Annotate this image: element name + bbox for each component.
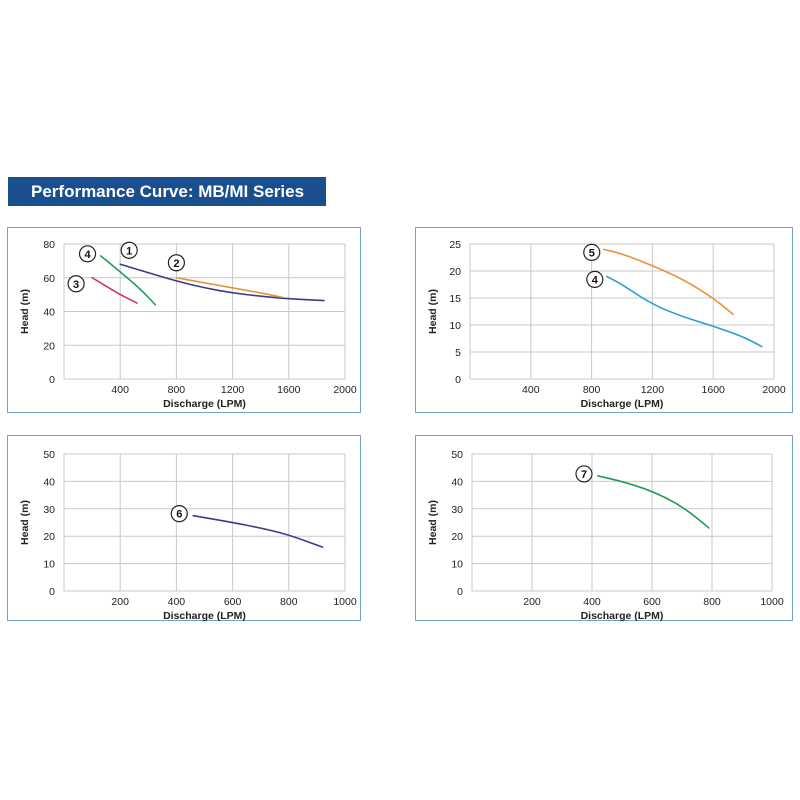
x-tick-label: 1200 — [641, 384, 665, 396]
series-label-3: 3 — [73, 279, 79, 291]
y-tick-label: 80 — [43, 239, 55, 251]
y-tick-label: 20 — [449, 266, 461, 278]
series-label-circle-6 — [170, 505, 188, 523]
series-line-6 — [192, 514, 324, 548]
y-tick-label: 40 — [451, 476, 463, 488]
x-tick-label: 1200 — [221, 384, 245, 396]
x-tick-label: 800 — [703, 596, 721, 608]
x-tick-label: 400 — [168, 596, 186, 608]
y-tick-label: 10 — [43, 559, 55, 571]
series-label-circle-4 — [586, 270, 604, 289]
y-axis-label: Head (m) — [427, 500, 439, 545]
y-tick-label: 60 — [43, 273, 55, 285]
series-label-4: 4 — [592, 274, 599, 286]
x-tick-label: 200 — [523, 596, 541, 608]
y-tick-label: 30 — [43, 504, 55, 516]
x-tick-label: 200 — [111, 596, 129, 608]
x-tick-label: 1000 — [760, 596, 784, 608]
series-line-1 — [119, 263, 325, 302]
series-line-2 — [175, 276, 283, 298]
x-tick-label: 600 — [224, 596, 242, 608]
x-tick-label: 800 — [280, 596, 298, 608]
series-label-circle-4 — [78, 245, 97, 263]
chart-title: Performance Curve: MB/MI Series — [8, 177, 326, 206]
series-label-4: 4 — [84, 249, 91, 261]
x-tick-label: 400 — [111, 384, 129, 396]
series-line-5 — [602, 248, 734, 315]
y-tick-label: 15 — [449, 293, 461, 305]
chart-svg-4: 200 400 600 800 1000 0 10 20 30 40 50 Discharge (LP… — [427, 449, 784, 622]
series-label-6: 6 — [176, 509, 182, 521]
y-tick-label: 20 — [43, 340, 55, 352]
y-tick-label: 50 — [43, 449, 55, 461]
x-axis-label: Discharge (LPM) — [163, 398, 246, 410]
series-label-5: 5 — [589, 247, 595, 259]
y-tick-label: 0 — [455, 374, 461, 386]
series-label-circle-3 — [67, 275, 85, 293]
y-tick-label: 30 — [451, 504, 463, 516]
x-tick-label: 1000 — [333, 596, 357, 608]
y-tick-label: 50 — [451, 449, 463, 461]
y-tick-label: 20 — [43, 531, 55, 543]
x-tick-label: 2000 — [333, 384, 357, 396]
y-tick-label: 25 — [449, 239, 461, 251]
x-tick-label: 1600 — [702, 384, 726, 396]
x-tick-label: 800 — [168, 384, 186, 396]
chart-panel-2: 400 800 1200 1600 2000 0 5 10 15 20 25 Discharge (L… — [415, 227, 793, 413]
x-axis-label: Discharge (LPM) — [581, 398, 664, 410]
chart-svg-2: 400 800 1200 1600 2000 0 5 10 15 20 25 Discharge (L… — [427, 239, 786, 410]
series-line-7 — [597, 475, 710, 529]
x-tick-label: 400 — [522, 384, 540, 396]
x-tick-label: 2000 — [762, 384, 786, 396]
x-axis-label: Discharge (LPM) — [163, 610, 246, 622]
y-axis-label: Head (m) — [427, 289, 439, 334]
series-label-circle-7 — [575, 465, 593, 483]
y-axis-label: Head (m) — [19, 500, 31, 545]
series-label-2: 2 — [173, 258, 179, 270]
y-tick-label: 10 — [451, 559, 463, 571]
series-label-circle-1 — [120, 241, 138, 259]
x-axis-label: Discharge (LPM) — [581, 610, 664, 622]
y-tick-label: 0 — [457, 586, 463, 598]
chart-svg-3: 200 400 600 800 1000 0 10 20 30 40 50 Discharge (LP… — [19, 449, 357, 622]
chart-panel-1: 400 800 1200 1600 2000 0 20 40 60 80 Discharge (LP… — [7, 227, 361, 413]
y-tick-label: 20 — [451, 531, 463, 543]
y-tick-label: 0 — [49, 374, 55, 386]
chart-panel-3: 200 400 600 800 1000 0 10 20 30 40 50 Discharge (LP… — [7, 435, 361, 622]
y-tick-label: 10 — [449, 320, 461, 332]
x-tick-label: 400 — [583, 596, 601, 608]
series-label-circle-5 — [583, 243, 601, 261]
x-tick-label: 1600 — [277, 384, 301, 396]
y-tick-label: 40 — [43, 307, 55, 319]
series-line-4 — [99, 255, 157, 306]
series-label-7: 7 — [581, 469, 587, 481]
x-tick-label: 800 — [583, 384, 601, 396]
chart-panel-4: 200 400 600 800 1000 0 10 20 30 40 50 Discharge (LP… — [415, 435, 793, 622]
series-line-4 — [606, 275, 763, 348]
y-tick-label: 0 — [49, 586, 55, 598]
x-tick-label: 600 — [643, 596, 661, 608]
y-tick-label: 40 — [43, 476, 55, 488]
series-line-3 — [91, 276, 138, 304]
y-axis-label: Head (m) — [19, 289, 31, 334]
chart-svg-1: 400 800 1200 1600 2000 0 20 40 60 80 Discharge (LP… — [19, 239, 357, 410]
y-tick-label: 5 — [455, 347, 461, 359]
series-label-1: 1 — [126, 245, 132, 257]
series-label-circle-2 — [167, 254, 185, 272]
